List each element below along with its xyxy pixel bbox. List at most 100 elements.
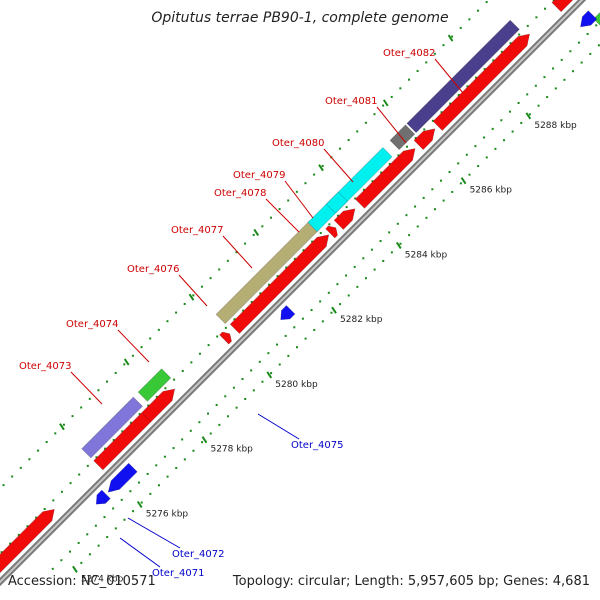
tick-mark [140, 346, 143, 349]
tick-mark [131, 354, 134, 357]
tick-mark [80, 561, 83, 564]
forward-cds-arrow [432, 33, 530, 131]
tick-mark [114, 371, 117, 374]
tick-mark [414, 205, 417, 208]
tick-mark [215, 403, 218, 406]
tick-mark [543, 76, 546, 79]
genome-summary: Topology: circular; Length: 5,957,605 bp… [232, 574, 590, 589]
tick-mark [477, 165, 480, 168]
major-tick [266, 371, 273, 379]
major-tick [253, 228, 260, 236]
tick-mark [224, 395, 227, 398]
tick-mark [183, 458, 186, 461]
tick-mark [224, 326, 227, 329]
tick-mark [586, 32, 589, 35]
tick-mark [95, 456, 98, 459]
tick-mark [120, 498, 123, 501]
forward-cds-arrow [229, 234, 330, 334]
tick-mark [138, 413, 141, 416]
tick-mark [60, 490, 63, 493]
tick-mark [175, 311, 178, 314]
tick-mark [500, 50, 503, 53]
tick-mark [509, 42, 512, 45]
tick-mark [476, 9, 479, 12]
tick-mark [2, 484, 5, 487]
cds-layer [0, 0, 598, 574]
reverse-cds-arrow [280, 305, 296, 321]
gene-label-forward: Oter_4077 [171, 225, 224, 236]
gene-feature-bar [81, 396, 143, 459]
tick-mark [425, 61, 428, 64]
tick-mark [563, 78, 566, 81]
tick-mark [362, 257, 365, 260]
tick-mark [451, 190, 454, 193]
tick-mark [345, 274, 348, 277]
tick-mark [434, 208, 437, 211]
tick-mark [310, 309, 313, 312]
tick-mark [181, 370, 184, 373]
tick-mark [537, 104, 540, 107]
gene-label-forward: Oter_4074 [66, 319, 119, 330]
tick-mark [468, 18, 471, 21]
tick-mark [406, 145, 409, 148]
tick-mark [451, 35, 454, 38]
tick-mark [319, 231, 322, 234]
tick-mark [449, 102, 452, 105]
tick-mark [166, 475, 169, 478]
tick-mark [235, 406, 238, 409]
tick-mark [94, 524, 97, 527]
tick-mark [172, 447, 175, 450]
tick-mark [373, 113, 376, 116]
tick-label: 5276 kbp [146, 510, 189, 520]
tick-mark [37, 449, 40, 452]
tick-mark [380, 171, 383, 174]
tick-mark [88, 397, 91, 400]
tick-mark [399, 87, 402, 90]
tick-mark [267, 283, 270, 286]
tick-mark [439, 179, 442, 182]
tick-mark [28, 458, 31, 461]
tick-mark [390, 251, 393, 254]
tick-mark [200, 285, 203, 288]
tick-mark [405, 214, 408, 217]
tick-mark [209, 432, 212, 435]
tick-mark [285, 266, 288, 269]
label-leader-line [119, 537, 161, 568]
tick-label: 5274 kbp [81, 574, 124, 584]
tick-mark [11, 475, 14, 478]
tick-mark [293, 326, 296, 329]
tick-mark [207, 412, 210, 415]
tick-mark [26, 525, 29, 528]
label-leader-line [257, 413, 300, 440]
tick-mark [295, 346, 298, 349]
tick-mark [448, 171, 451, 174]
tick-mark [51, 567, 54, 570]
tick-mark [269, 216, 272, 219]
tick-mark [226, 259, 229, 262]
tick-layer: 5274 kbp 5276 kbp 5278 kbp 5280 kbp 5282 kbp… [0, 0, 600, 584]
tick-mark [373, 268, 376, 271]
label-leader-line [323, 148, 354, 183]
tick-mark [77, 541, 80, 544]
tick-mark [216, 335, 219, 338]
tick-mark [511, 130, 514, 133]
tick-mark [52, 499, 55, 502]
tick-mark [233, 318, 236, 321]
tick-mark [364, 277, 367, 280]
gene-label-forward: Oter_4080 [272, 138, 325, 149]
tick-mark [104, 447, 107, 450]
tick-mark [138, 481, 141, 484]
label-leader-line [127, 517, 181, 549]
tick-mark [155, 395, 158, 398]
tick-mark [218, 268, 221, 271]
label-leader-line [178, 274, 208, 307]
major-tick [460, 177, 467, 185]
tick-mark [362, 188, 365, 191]
forward-cds-arrow [413, 128, 436, 151]
gene-label-reverse: Oter_4075 [291, 440, 344, 451]
tick-mark [287, 354, 290, 357]
tick-mark [370, 248, 373, 251]
tick-mark [149, 492, 152, 495]
